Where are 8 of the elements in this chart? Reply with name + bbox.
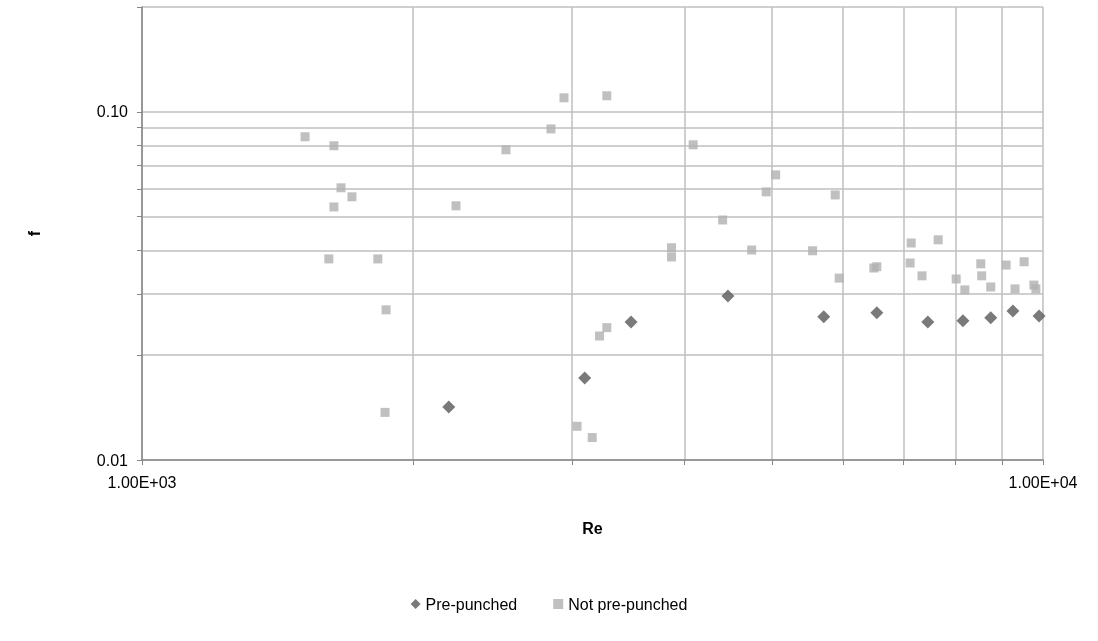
x-tick-label: 1.00E+03 (107, 473, 177, 491)
legend-label: Pre-punched (425, 595, 518, 613)
x-axis-title: Re (582, 519, 603, 537)
x-tick-label: 1.00E+04 (1008, 473, 1078, 491)
y-tick-label: 0.10 (96, 103, 129, 121)
y-axis-title: f (25, 230, 43, 237)
y-tick-label: 0.01 (96, 451, 129, 469)
legend-label: Not pre-punched (568, 595, 688, 613)
